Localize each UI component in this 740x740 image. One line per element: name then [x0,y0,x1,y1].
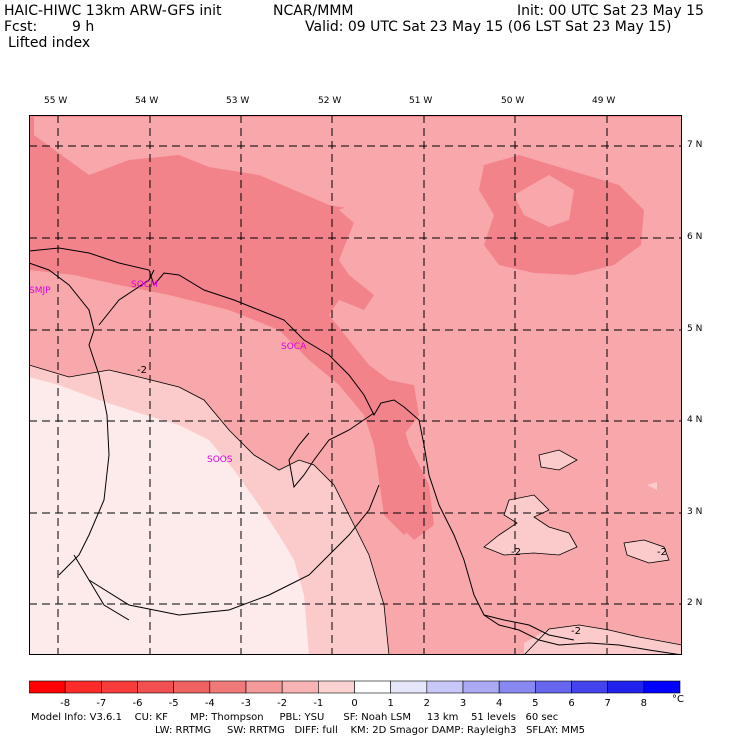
colorbar-tick-label: -5 [169,698,179,709]
lifted-index-map: -2 -2 -2 -2 SMJP SOCM SOCA SOOS [29,115,682,655]
colorbar-swatch [571,680,608,694]
lon-label: 52 W [318,96,342,106]
contour-label: -2 [511,547,521,558]
band-minus3-patch [514,175,574,227]
colorbar-unit: °C [672,694,684,705]
colorbar-tick-label: -3 [241,698,251,709]
valid-time: Valid: 09 UTC Sat 23 May 15 (06 LST Sat … [305,19,672,35]
band-minus2-island [647,482,657,490]
colorbar-swatch [318,680,355,694]
band-minus2-island [484,495,577,555]
colorbar-tick-label: 1 [387,698,393,709]
lat-label: 2 N [687,598,703,608]
colorbar-swatch [64,680,102,694]
colorbar-tick-label: 5 [532,698,538,709]
station-label: SOOS [207,455,233,465]
forecast-hour: 9 h [72,19,95,35]
contour-label: -2 [657,547,667,558]
station-label: SOCA [281,342,307,352]
band-minus1 [29,377,309,655]
border-south-loop [73,554,130,621]
colorbar-tick-label: 7 [604,698,610,709]
map-frame [29,115,682,655]
border-suriname-guiana [288,412,375,489]
colorbar-swatch [101,680,138,694]
lon-label: 50 W [501,96,525,106]
colorbar: -8 -7 -6 -5 -4 -3 -2 -1 0 1 2 3 4 5 6 7 8 [29,680,681,709]
colorbar-swatch [245,680,283,694]
colorbar-swatch [426,680,464,694]
colorbar-swatch [535,680,572,694]
field-name: Lifted index [8,35,91,51]
border-guyana-suriname [29,262,110,576]
lon-label: 55 W [44,96,68,106]
border-suriname-inland [98,269,155,326]
colorbar-swatch [498,680,536,694]
colorbar-tick-label: 4 [496,698,502,709]
organization: NCAR/MMM [273,3,354,19]
model-title: HAIC-HIWC 13km ARW-GFS init [4,3,222,19]
colorbar-tick-label: 3 [460,698,466,709]
colorbar-tick-label: -6 [133,698,143,709]
contour-label: -2 [137,365,147,376]
colorbar-tick-label: -8 [60,698,70,709]
colorbar-tick-label: -7 [96,698,106,709]
colorbar-swatch [137,680,174,694]
colorbar-swatch [209,680,247,694]
colorbar-swatch [354,680,391,694]
contour-minus2 [29,364,682,655]
band-minus6-coast [374,410,434,540]
colorbar-swatch [29,680,66,694]
colorbar-tick-label: 2 [424,698,430,709]
lat-lon-grid [29,115,682,655]
lon-label: 53 W [226,96,250,106]
coastline-borders [29,247,682,655]
lon-label: 49 W [592,96,616,106]
border-south [88,484,380,616]
lat-label: 4 N [687,415,703,425]
band-minus2-island [624,540,669,563]
colorbar-swatch [281,680,319,694]
border-southeast [483,614,575,641]
lon-label: 54 W [135,96,159,106]
model-info-line2: LW: RRTMG SW: RRTMG DIFF: full KM: 2D Sm… [155,725,585,736]
colorbar-swatch [390,680,428,694]
colorbar-swatch [607,680,645,694]
forecast-label: Fcst: [4,19,38,35]
colorbar-tick-label: -4 [205,698,215,709]
band-minus2-island [524,625,682,655]
lon-label: 51 W [409,96,433,106]
band-minus3-patch-small [339,200,369,223]
colorbar-tick-label: 8 [641,698,647,709]
init-time: Init: 00 UTC Sat 23 May 15 [517,3,704,19]
model-info-line1: Model Info: V3.6.1 CU: KF MP: Thompson P… [31,712,559,723]
station-label: SMJP [29,286,51,296]
coastline [29,247,682,655]
lat-label: 6 N [687,232,703,242]
colorbar-tick-label: 0 [351,698,357,709]
lat-label: 7 N [687,140,703,150]
colorbar-tick-label: 6 [568,698,574,709]
colorbar-tick-label: -1 [313,698,323,709]
lat-label: 3 N [687,507,703,517]
colorbar-tick-label: -2 [277,698,287,709]
colorbar-swatch [462,680,500,694]
contour-label: -2 [571,626,581,637]
colorbar-swatch [643,680,681,694]
colorbar-swatch [173,680,211,694]
lat-label: 5 N [687,324,703,334]
band-minus6-north [29,115,682,535]
station-label: SOCM [131,280,158,290]
